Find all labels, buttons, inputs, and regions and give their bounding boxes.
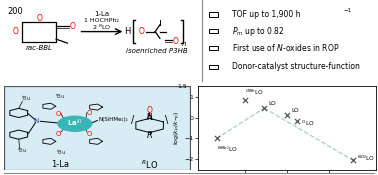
Text: −1: −1 bbox=[343, 8, 351, 13]
Text: O: O bbox=[173, 37, 179, 46]
Text: O: O bbox=[55, 111, 61, 117]
Text: $^t$Bu: $^t$Bu bbox=[17, 146, 28, 155]
Text: O: O bbox=[87, 110, 93, 116]
Point bbox=[214, 137, 220, 140]
Text: H: H bbox=[124, 27, 130, 36]
Text: LO: LO bbox=[291, 108, 299, 113]
Text: N(SiHMe₂)₂: N(SiHMe₂)₂ bbox=[98, 117, 128, 122]
Text: O: O bbox=[36, 14, 42, 23]
Text: 1-La: 1-La bbox=[51, 160, 69, 169]
Point bbox=[261, 107, 267, 110]
Text: 1-La: 1-La bbox=[94, 11, 110, 17]
Point bbox=[284, 114, 290, 117]
Text: 1 HOCHPh₂: 1 HOCHPh₂ bbox=[85, 18, 119, 23]
Text: First use of $\it{N}$-oxides in ROP: First use of $\it{N}$-oxides in ROP bbox=[232, 42, 339, 53]
Y-axis label: log($k_p$/$k_{-p}$): log($k_p$/$k_{-p}$) bbox=[172, 111, 183, 145]
Text: \: \ bbox=[165, 115, 168, 125]
Text: Donor-catalyst structure-function: Donor-catalyst structure-function bbox=[232, 62, 360, 72]
Point bbox=[242, 98, 248, 101]
Text: $^t$Bu: $^t$Bu bbox=[21, 94, 31, 103]
Point bbox=[350, 159, 356, 162]
Text: LO: LO bbox=[268, 101, 276, 106]
Bar bbox=[209, 29, 218, 33]
Text: $^t$Bu: $^t$Bu bbox=[54, 92, 65, 101]
Circle shape bbox=[58, 116, 91, 131]
Point bbox=[294, 119, 300, 122]
Text: /: / bbox=[131, 115, 135, 125]
Text: O: O bbox=[55, 131, 61, 137]
Text: rac-BBL: rac-BBL bbox=[26, 45, 53, 51]
Text: R: R bbox=[147, 131, 153, 140]
Text: 2 $^R$LO: 2 $^R$LO bbox=[92, 23, 112, 32]
Text: O: O bbox=[147, 106, 153, 115]
Text: O: O bbox=[70, 22, 76, 31]
Text: N: N bbox=[147, 113, 152, 122]
Bar bbox=[209, 46, 218, 50]
Text: n: n bbox=[182, 41, 186, 47]
FancyBboxPatch shape bbox=[4, 86, 191, 170]
Text: O: O bbox=[138, 27, 144, 36]
Bar bbox=[209, 65, 218, 69]
Text: La$^{III}$: La$^{III}$ bbox=[67, 118, 82, 130]
Text: N: N bbox=[33, 118, 38, 124]
Text: TOF up to 1,900 h: TOF up to 1,900 h bbox=[232, 10, 301, 19]
Text: 1.5: 1.5 bbox=[177, 84, 187, 89]
Text: $^{Cl}$LO: $^{Cl}$LO bbox=[302, 119, 315, 128]
Text: isoenriched P3HB: isoenriched P3HB bbox=[126, 48, 188, 54]
Text: 200: 200 bbox=[8, 7, 23, 16]
Text: $\it{P}_m$ up to 0.82: $\it{P}_m$ up to 0.82 bbox=[232, 25, 284, 38]
Text: $^{NMe_2}$LO: $^{NMe_2}$LO bbox=[217, 145, 238, 154]
Text: O: O bbox=[12, 27, 18, 36]
Text: $^{OMe}$LO: $^{OMe}$LO bbox=[245, 87, 264, 97]
Text: $^{NO_2}$LO: $^{NO_2}$LO bbox=[358, 154, 375, 163]
Text: $^t$Bu: $^t$Bu bbox=[56, 149, 67, 158]
Bar bbox=[209, 12, 218, 17]
Text: O: O bbox=[87, 131, 93, 137]
Text: $^R$LO: $^R$LO bbox=[141, 159, 158, 171]
